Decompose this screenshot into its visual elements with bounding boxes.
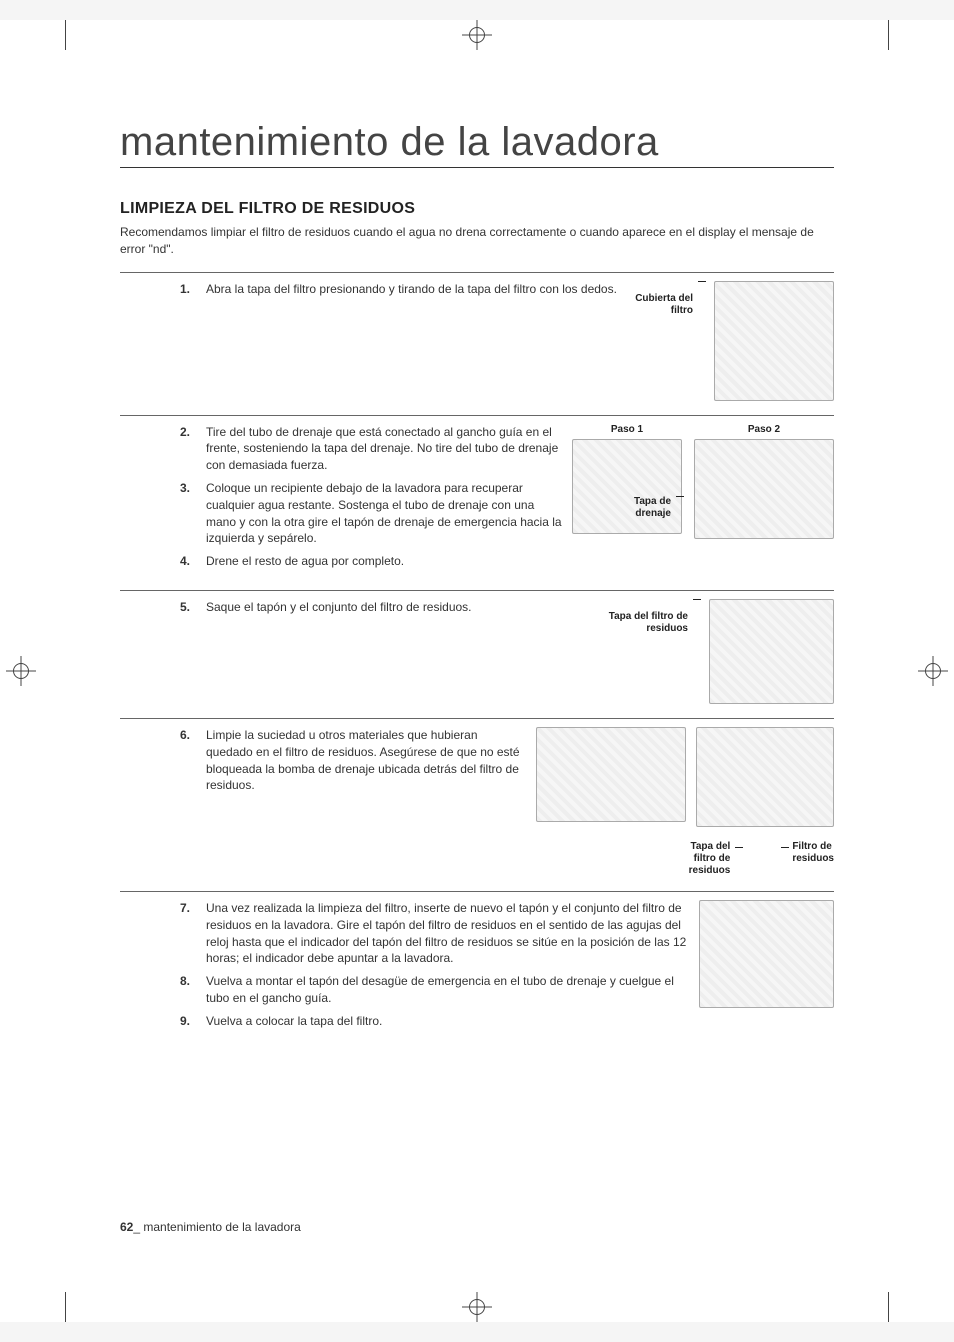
step-7: 7. Una vez realizada la limpieza del fil… [180, 900, 689, 967]
step-block-1: 1. Abra la tapa del filtro presionando y… [120, 272, 834, 401]
registration-mark-left [6, 656, 36, 686]
step-number: 9. [180, 1013, 198, 1030]
figure-remove-filter [709, 599, 834, 704]
page-number: 62 [120, 1220, 133, 1234]
figure-label-tapa-filtro-short: Tapa del filtro de residuos [689, 841, 731, 877]
section-heading: LIMPIEZA DEL FILTRO DE RESIDUOS [120, 200, 834, 218]
crop-marks-bottom [0, 1292, 954, 1322]
figure-paso1-wrap: Paso 1 Tapa de drenaje [572, 424, 682, 520]
step-text: Vuelva a colocar la tapa del filtro. [206, 1013, 689, 1030]
step-number: 2. [180, 424, 198, 474]
step-text: Una vez realizada la limpieza del filtro… [206, 900, 689, 967]
figure-clean-filter-right [696, 727, 834, 827]
figure-reinstall-filter [699, 900, 834, 1008]
step-5: 5. Saque el tapón y el conjunto del filt… [180, 599, 599, 616]
page-title: mantenimiento de la lavadora [120, 120, 834, 168]
step-3: 3. Coloque un recipiente debajo de la la… [180, 480, 562, 547]
figure-paso2-wrap: Paso 2 [694, 424, 834, 539]
step-9: 9. Vuelva a colocar la tapa del filtro. [180, 1013, 689, 1030]
step-block-3: 5. Saque el tapón y el conjunto del filt… [120, 590, 834, 704]
figure-clean-filter-left [536, 727, 686, 822]
step-text: Vuelva a montar el tapón del desagüe de … [206, 973, 689, 1007]
step-text: Tire del tubo de drenaje que está conect… [206, 424, 562, 474]
step-text: Saque el tapón y el conjunto del filtro … [206, 599, 599, 616]
step-text: Abra la tapa del filtro presionando y ti… [206, 281, 625, 298]
step-8: 8. Vuelva a montar el tapón del desagüe … [180, 973, 689, 1007]
crop-marks-top [0, 20, 954, 50]
page-footer: 62_ mantenimiento de la lavadora [120, 1220, 301, 1234]
step-number: 8. [180, 973, 198, 1007]
step-block-2: 2. Tire del tubo de drenaje que está con… [120, 415, 834, 576]
step-1: 1. Abra la tapa del filtro presionando y… [180, 281, 625, 298]
page: mantenimiento de la lavadora LIMPIEZA DE… [0, 20, 954, 1322]
figure-label-tapa-filtro: Tapa del filtro de residuos [609, 599, 701, 635]
footer-sep: _ [133, 1220, 143, 1234]
figure-label-paso1: Paso 1 [611, 424, 643, 435]
step-6: 6. Limpie la suciedad u otros materiales… [180, 727, 526, 794]
intro-paragraph: Recomendamos limpiar el filtro de residu… [120, 224, 834, 258]
figure-label-filtro-residuos: Filtro de residuos [792, 841, 834, 865]
figure-label-paso2: Paso 2 [748, 424, 780, 435]
step-number: 4. [180, 553, 198, 570]
figure-label-cubierta: Cubierta del filtro [635, 281, 706, 317]
step-text: Drene el resto de agua por completo. [206, 553, 562, 570]
step-number: 6. [180, 727, 198, 794]
step-number: 1. [180, 281, 198, 298]
step-block-5: 7. Una vez realizada la limpieza del fil… [120, 891, 834, 1036]
registration-mark-right [918, 656, 948, 686]
step-number: 7. [180, 900, 198, 967]
step-2: 2. Tire del tubo de drenaje que está con… [180, 424, 562, 474]
content-area: mantenimiento de la lavadora LIMPIEZA DE… [120, 120, 834, 1242]
footer-running-head: mantenimiento de la lavadora [143, 1220, 300, 1234]
step-text: Limpie la suciedad u otros materiales qu… [206, 727, 526, 794]
figure-label-tapa-drenaje: Tapa de drenaje [634, 496, 671, 520]
step-number: 3. [180, 480, 198, 547]
figure-drain-step2 [694, 439, 834, 539]
figure-labels-row: Tapa del filtro de residuos Filtro de re… [536, 841, 834, 877]
figure-filter-cover [714, 281, 834, 401]
step-text: Coloque un recipiente debajo de la lavad… [206, 480, 562, 547]
step-block-4: 6. Limpie la suciedad u otros materiales… [120, 718, 834, 877]
step-4: 4. Drene el resto de agua por completo. [180, 553, 562, 570]
step-number: 5. [180, 599, 198, 616]
